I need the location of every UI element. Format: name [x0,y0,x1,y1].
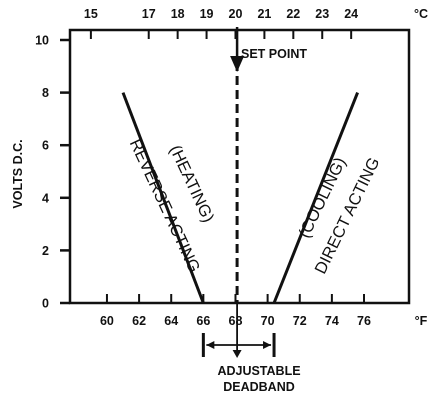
celsius-tick-label: 21 [257,7,271,21]
heating-series-line [121,92,205,304]
cooling-series-line [272,92,359,304]
setpoint-arrowhead [230,56,245,72]
deadband-arrowhead-left [206,341,215,349]
reverse-acting-label: REVERSE ACTING [126,136,204,275]
fahrenheit-tick-label: 70 [261,314,275,328]
volts-tick-label: 10 [35,34,49,48]
celsius-tick-label: 15 [84,7,98,21]
celsius-tick-label: 22 [286,7,300,21]
celsius-tick-label: 19 [200,7,214,21]
x-unit-top-label: °C [414,7,428,21]
fahrenheit-axis: 60 62 64 66 68 70 72 74 76 [100,294,371,328]
volts-tick-label: 6 [42,139,49,153]
fahrenheit-tick-label: 60 [100,314,114,328]
fahrenheit-tick-label: 64 [164,314,178,328]
celsius-tick-label: 20 [229,7,243,21]
volts-tick-label: 4 [42,191,49,205]
volts-axis: 0 2 4 6 8 10 [35,34,70,311]
plot-border [68,28,411,305]
volts-tick-label: 2 [42,244,49,258]
y-axis-title: VOLTS D.C. [11,139,25,208]
celsius-tick-label: 17 [142,7,156,21]
deadband-arrowhead-right [263,341,272,349]
celsius-tick-label: 18 [171,7,185,21]
chart-frame [68,28,411,305]
fahrenheit-tick-label: 66 [196,314,210,328]
fahrenheit-tick-label: 72 [293,314,307,328]
deadband-label-line1: ADJUSTABLE [217,364,300,378]
celsius-tick-label: 24 [344,7,358,21]
deadband-center-arrowhead [232,350,242,358]
fahrenheit-tick-label: 74 [325,314,339,328]
celsius-tick-label: 23 [315,7,329,21]
fahrenheit-tick-label: 76 [357,314,371,328]
x-unit-bottom-label: °F [415,314,428,328]
volts-tick-label: 0 [42,297,49,311]
fahrenheit-tick-label: 62 [132,314,146,328]
volts-tick-label: 8 [42,86,49,100]
celsius-axis: 15 17 18 19 20 21 22 23 24 [84,7,358,39]
fahrenheit-tick-label: 68 [229,314,243,328]
setpoint-label: SET POINT [241,47,307,61]
deadband-label-line2: DEADBAND [223,380,295,394]
chart-marks [121,27,359,358]
